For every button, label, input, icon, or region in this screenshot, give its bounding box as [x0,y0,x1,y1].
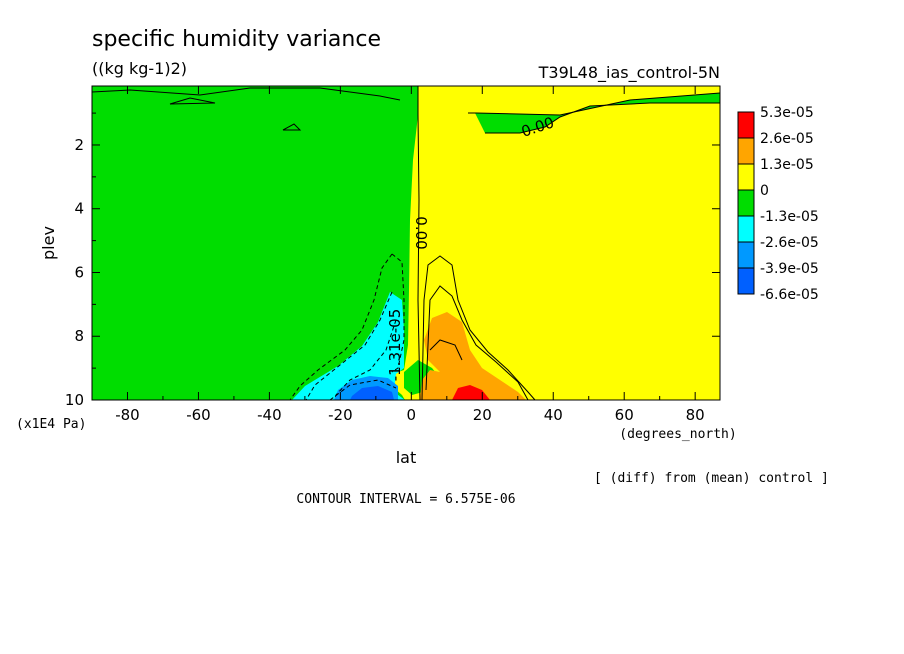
colorbar-label: -2.6e-05 [760,235,819,251]
y-axis-units: (x1E4 Pa) [16,417,86,432]
colorbar-label: -3.9e-05 [760,261,819,277]
contour-label-mid: 0.00 [412,216,430,249]
y-axis-label: plev [39,226,58,260]
x-tick-label: 20 [473,406,492,424]
region-cyan [292,292,405,400]
x-tick-label: 0 [407,406,417,424]
plot-frame [91,85,721,401]
x-tick-label: -80 [115,406,140,424]
negative-contours [289,253,405,401]
colorbar-label: -6.6e-05 [760,287,819,303]
x-tick-label: -20 [328,406,353,424]
colorbar-label: 1.3e-05 [760,157,814,173]
colorbar-label: 5.3e-05 [760,105,814,121]
colorbar-label: -1.3e-05 [760,209,819,225]
region-orange [420,312,526,400]
colorbar-swatch [737,189,755,217]
run-label: T39L48_ias_control-5N [538,63,720,83]
region-red [452,385,490,400]
x-tick-label: 40 [544,406,563,424]
diff-note: [ (diff) from (mean) control ] [594,471,829,486]
colorbar-swatch [737,241,755,269]
y-axis-ticks: 2 4 6 8 10 [65,112,720,409]
region-green-main [92,86,418,400]
colorbar-swatch [737,267,755,295]
colorbar-label: 2.6e-05 [760,131,814,147]
colorbar: 5.3e-05 2.6e-05 1.3e-05 0 -1.3e-05 -2.6e-05 -3… [737,105,819,303]
x-axis-ticks: -80 -60 -40 -20 0 20 40 60 80 [91,86,705,424]
chart-title: specific humidity variance [92,27,381,52]
colorbar-swatch [737,111,755,139]
x-tick-label: -60 [186,406,211,424]
y-tick-label: 4 [74,200,84,218]
x-tick-label: 60 [615,406,634,424]
colorbar-label: 0 [760,183,769,199]
y-tick-label: 2 [74,136,84,154]
x-axis-label: lat [396,448,417,467]
colorbar-swatch [737,137,755,165]
colorbar-swatch [737,215,755,243]
positive-contours [91,86,721,401]
region-blue [350,386,394,400]
chart-units: ((kg kg-1)2) [92,59,187,78]
contour-interval: CONTOUR INTERVAL = 6.575E-06 [296,492,515,507]
x-tick-label: 80 [686,406,705,424]
plot-area: 0.00 0.00 -1.31e-05 [91,85,721,401]
colorbar-swatch [737,163,755,191]
y-tick-label: 10 [65,391,84,409]
y-tick-label: 6 [74,263,84,281]
x-tick-label: -40 [257,406,282,424]
y-tick-label: 8 [74,327,84,345]
x-axis-units: (degrees_north) [619,427,736,442]
contour-label-negative: -1.31e-05 [386,309,404,382]
